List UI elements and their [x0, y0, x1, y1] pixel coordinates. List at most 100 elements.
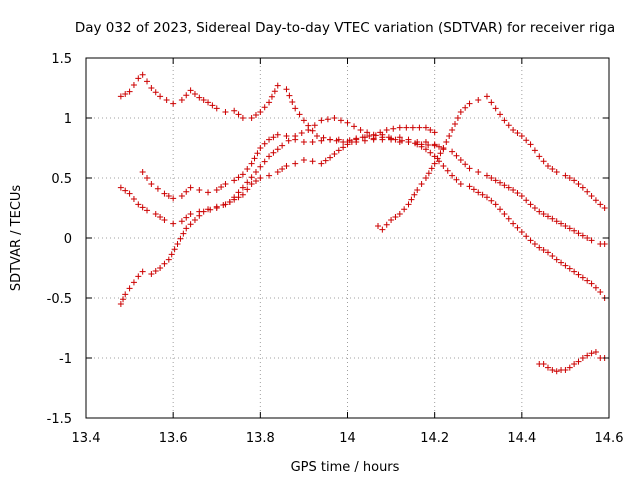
data-point: [383, 127, 390, 133]
data-point: [231, 107, 238, 114]
data-point: [553, 256, 560, 263]
data-point: [531, 205, 538, 211]
data-point: [144, 207, 151, 214]
data-point: [501, 211, 508, 217]
data-point: [562, 223, 569, 229]
data-point: [584, 352, 591, 359]
data-point: [239, 115, 246, 121]
data-point: [497, 111, 504, 118]
data-point: [492, 105, 499, 112]
data-point: [527, 201, 534, 208]
data-point: [335, 147, 342, 154]
data-point: [335, 136, 342, 143]
data-point: [274, 131, 281, 138]
data-point: [457, 157, 464, 163]
data-point: [497, 179, 504, 186]
data-point: [135, 273, 142, 280]
data-point: [161, 260, 168, 267]
data-point: [357, 127, 364, 133]
data-point: [379, 226, 386, 233]
data-point: [518, 229, 525, 235]
data-point: [187, 87, 194, 94]
data-point: [300, 157, 307, 163]
x-tick-label: 14.4: [507, 431, 536, 446]
data-point: [157, 93, 164, 100]
data-point: [444, 167, 451, 174]
data-point: [497, 206, 504, 213]
data-point: [392, 214, 399, 220]
data-point: [575, 358, 582, 365]
data-point: [117, 184, 124, 191]
data-point: [377, 129, 384, 136]
data-point: [592, 284, 599, 291]
data-point: [300, 117, 307, 124]
data-point: [187, 221, 194, 228]
data-point: [177, 235, 184, 242]
data-point: [422, 175, 429, 181]
data-point: [157, 214, 164, 220]
data-point: [396, 124, 403, 131]
data-point: [130, 82, 137, 88]
data-point: [174, 241, 181, 247]
data-point: [344, 139, 351, 145]
data-point: [388, 217, 395, 223]
data-point: [266, 136, 273, 143]
data-point: [196, 212, 203, 219]
data-point: [488, 197, 495, 204]
data-point: [449, 127, 456, 133]
data-point: [327, 154, 334, 161]
data-point: [117, 93, 124, 100]
data-point: [488, 99, 495, 106]
data-point: [135, 75, 142, 82]
data-point: [222, 181, 229, 187]
data-point: [183, 225, 190, 232]
data-point: [152, 211, 159, 217]
data-point: [196, 187, 203, 193]
data-point: [311, 122, 318, 129]
data-point: [449, 148, 456, 155]
data-point: [353, 139, 360, 145]
data-point: [579, 184, 586, 191]
data-point: [183, 188, 190, 195]
data-point: [313, 133, 320, 139]
data-point: [148, 181, 155, 187]
data-point: [351, 123, 358, 130]
data-point: [571, 177, 578, 184]
data-point: [571, 268, 578, 275]
data-point: [168, 251, 175, 258]
data-point: [370, 131, 377, 138]
series-sat-c: [139, 131, 608, 247]
data-point: [584, 277, 591, 284]
data-point: [327, 136, 334, 143]
data-point: [178, 193, 185, 199]
data-point: [422, 139, 429, 145]
data-point: [200, 97, 207, 103]
data-point: [544, 249, 551, 256]
data-point: [409, 124, 416, 131]
data-point: [505, 122, 512, 129]
data-point: [122, 291, 129, 298]
data-point: [266, 153, 273, 160]
data-point: [505, 184, 512, 191]
data-point: [452, 121, 459, 127]
data-point: [601, 205, 608, 211]
data-point: [401, 206, 408, 213]
data-point: [126, 285, 133, 292]
data-point: [252, 169, 259, 175]
data-point: [523, 137, 530, 144]
data-point: [403, 124, 410, 131]
data-point: [213, 205, 220, 211]
data-point: [364, 129, 371, 136]
data-point: [257, 163, 264, 170]
data-point: [523, 197, 530, 204]
data-point: [289, 99, 296, 105]
y-tick-label: 0: [64, 232, 72, 247]
data-point: [270, 149, 277, 156]
data-point: [286, 92, 293, 99]
data-point: [191, 217, 198, 223]
data-point: [270, 134, 277, 141]
data-point: [427, 127, 434, 133]
data-point: [597, 289, 604, 295]
data-point: [431, 129, 438, 136]
data-point: [527, 237, 534, 244]
